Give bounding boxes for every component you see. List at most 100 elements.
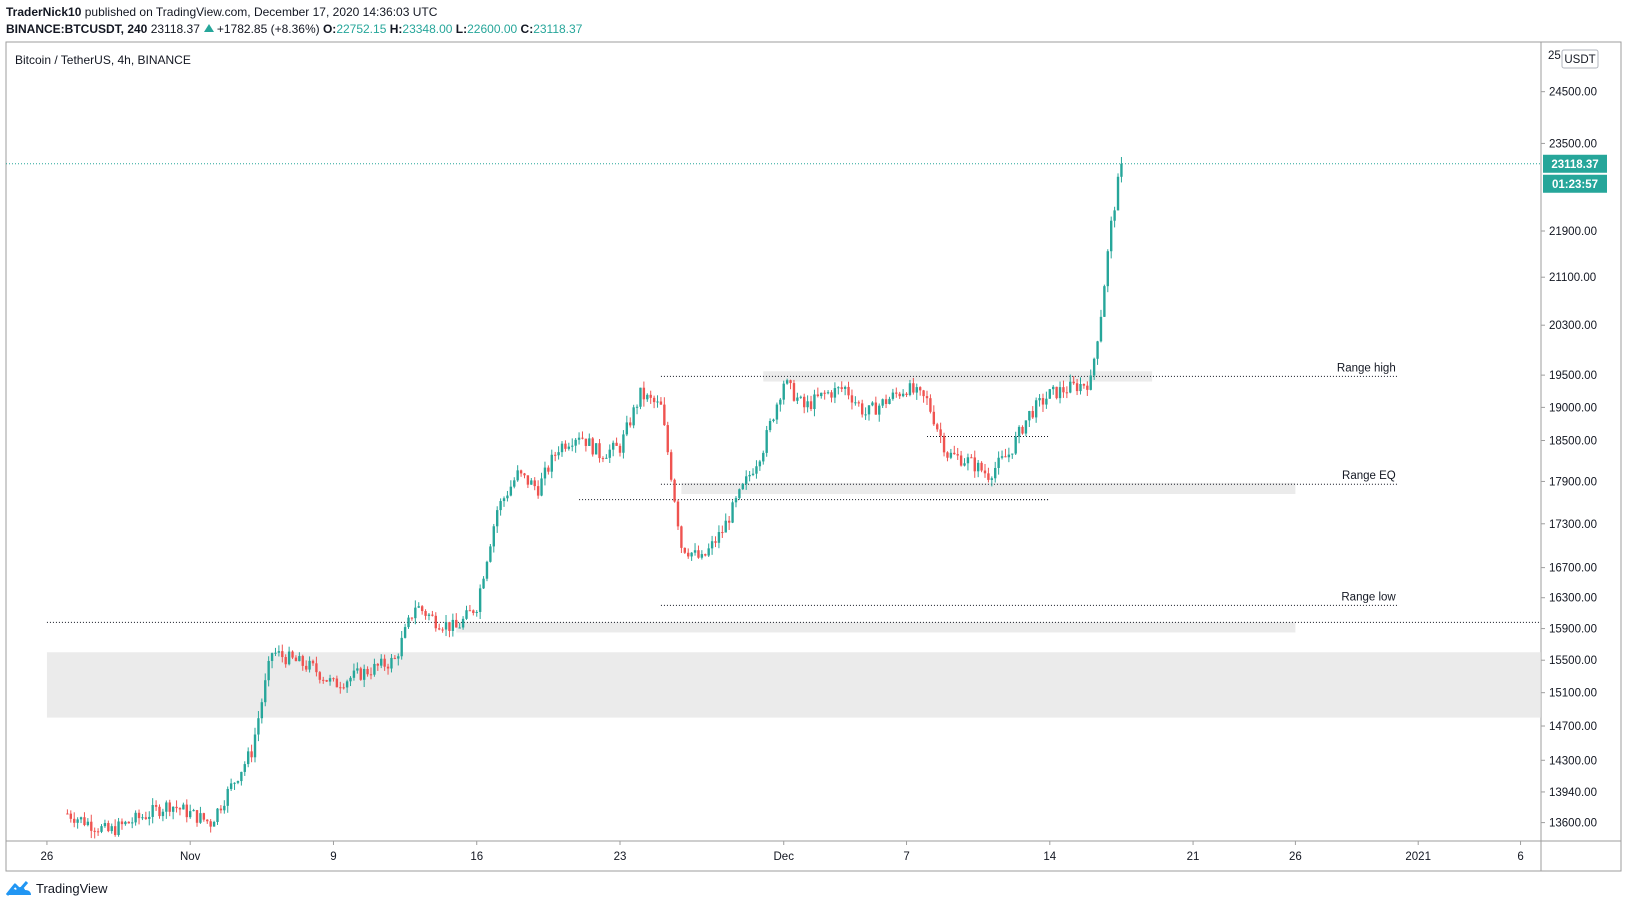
candle [274,652,277,654]
candle [1086,385,1089,390]
candle [1096,341,1099,359]
x-tick-label: 14 [1043,851,1056,863]
candle [417,606,420,608]
candle [714,541,717,543]
candle [908,383,912,396]
candle [567,446,571,449]
last-price-tag [1543,154,1607,173]
candle [591,438,594,455]
candle [533,480,536,487]
candle [803,396,806,408]
candle [772,419,775,422]
candle [840,387,843,389]
candle [390,657,393,669]
candle [717,532,721,543]
candle [704,554,707,556]
candle [356,668,359,671]
candle [455,619,458,628]
candle [639,387,642,407]
candle [758,461,762,467]
high-value: 23348.00 [402,22,453,36]
candle [693,550,697,553]
candle [734,498,738,503]
candle [284,657,287,665]
y-tick-label: 24500.00 [1549,87,1597,99]
candle [192,810,195,812]
candle [240,771,243,782]
candle [506,495,509,499]
x-tick-label: 26 [1289,851,1302,863]
candle [253,734,257,758]
time-axis[interactable]: 26 Nov 9 16 23 Dec 7 14 21 26 2021 6 [41,841,1524,863]
candle [1092,358,1096,376]
candle [867,405,871,415]
candle [1011,453,1014,455]
candle [898,393,901,397]
candle [219,808,223,811]
candle [478,588,482,612]
y-tick-label: 16300.00 [1549,593,1597,605]
candle [311,660,315,664]
candle [189,811,192,818]
candle [905,393,908,396]
zone-1 [681,482,1296,494]
candle [260,702,264,719]
candle [308,660,311,670]
candle [79,817,83,820]
candle [922,390,925,397]
candle [315,663,318,673]
candle [564,443,567,449]
candle [663,404,666,426]
candle [1065,392,1069,394]
candle [799,396,802,398]
open-label-key: O: [322,22,337,36]
countdown-label: 01:23:57 [1552,179,1598,191]
candle [448,622,451,631]
candle [680,526,683,548]
candle [325,680,328,682]
candle [953,452,956,455]
candle [301,656,304,666]
candle [362,668,366,680]
candle [349,677,352,682]
open-value: 22752.15 [336,22,387,36]
candle [386,666,390,669]
candle [76,819,79,823]
candle [683,547,687,553]
x-tick-label: Nov [180,851,201,863]
candle [543,467,547,479]
candle [267,660,270,681]
candle [792,383,796,401]
candle [233,782,236,784]
tradingview-brand[interactable]: TradingView [6,880,108,896]
candle [878,405,881,415]
countdown-tag [1543,174,1607,193]
candle [724,520,727,533]
candle [966,457,970,464]
candle [1007,454,1011,458]
candle [574,439,577,446]
candle [250,751,253,758]
candle [676,501,680,527]
price-axis[interactable]: 13600.00 13940.00 14300.00 14700.00 15100.00… [1541,87,1607,830]
candle [165,802,168,812]
currency-box[interactable] [1561,49,1599,69]
candle [918,387,922,391]
candle [482,578,485,589]
candle [581,437,584,439]
candle [1041,398,1045,405]
candle [420,606,424,612]
candle [710,541,714,549]
author-name[interactable]: TraderNick10 [6,5,82,19]
candle [936,424,939,430]
candle [83,817,86,826]
tradingview-logo-icon [6,881,31,896]
candle [1113,210,1116,221]
candle [1021,426,1024,434]
x-tick-label: 26 [41,851,54,863]
candle [1055,386,1058,399]
candle [441,629,444,631]
candle [577,437,581,440]
candle [134,812,137,823]
